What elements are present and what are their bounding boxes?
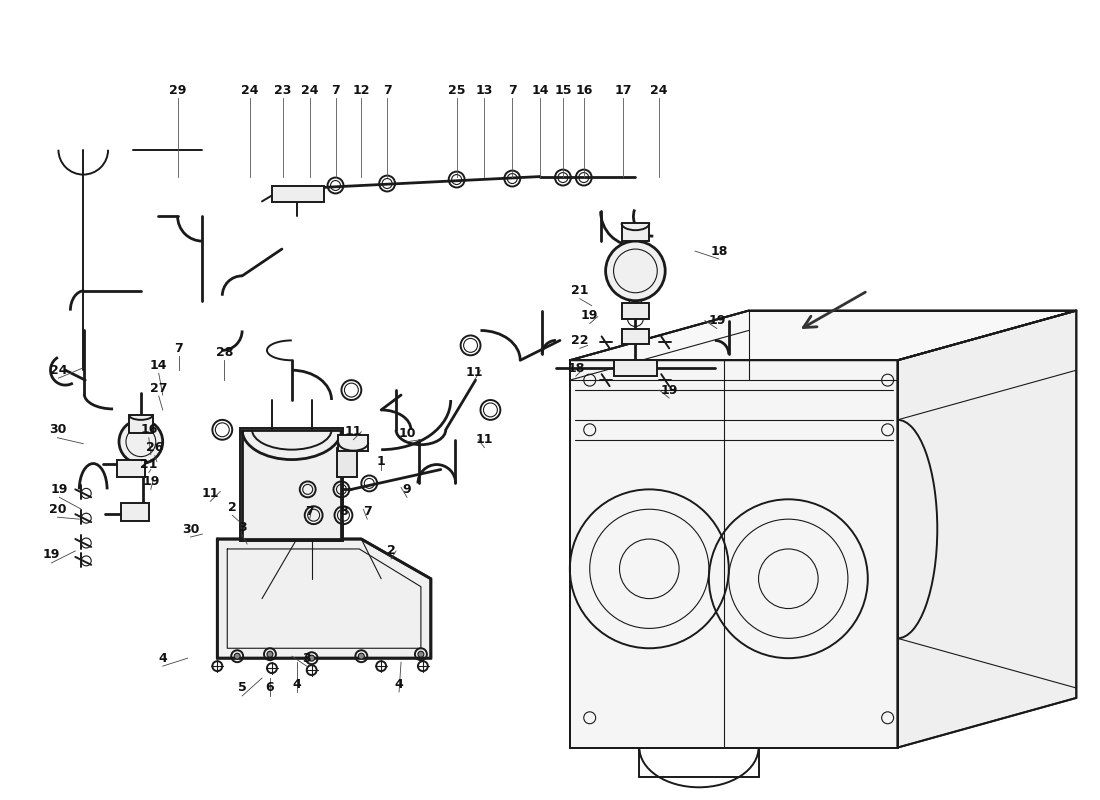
Polygon shape	[570, 360, 898, 747]
Text: 23: 23	[274, 84, 292, 97]
Bar	[338, 448, 358, 478]
Text: 30: 30	[182, 522, 199, 535]
Bar	[339, 434, 369, 450]
Text: 8: 8	[339, 505, 348, 518]
Text: 4: 4	[158, 652, 167, 665]
Circle shape	[309, 655, 315, 661]
Text: 9: 9	[403, 483, 411, 496]
Text: 27: 27	[150, 382, 167, 394]
Text: 14: 14	[531, 84, 549, 97]
Text: 7: 7	[383, 84, 392, 97]
Text: 1: 1	[377, 455, 386, 468]
Text: 11: 11	[465, 366, 483, 378]
Text: 30: 30	[48, 423, 66, 436]
Text: 11: 11	[475, 434, 493, 446]
Polygon shape	[570, 310, 1076, 360]
Text: 3: 3	[238, 521, 246, 534]
Text: 25: 25	[448, 84, 465, 97]
Bar	[621, 302, 649, 318]
Text: 20: 20	[48, 502, 66, 516]
Text: 13: 13	[476, 84, 493, 97]
Text: 21: 21	[571, 284, 588, 298]
Text: 17: 17	[615, 84, 632, 97]
Text: 22: 22	[571, 334, 588, 347]
Bar	[121, 503, 148, 521]
Text: 19: 19	[142, 475, 160, 488]
Text: 10: 10	[398, 427, 416, 440]
Text: 21: 21	[140, 458, 157, 471]
Text: 18: 18	[568, 362, 584, 374]
Text: 12: 12	[353, 84, 370, 97]
Text: 7: 7	[363, 505, 372, 518]
Circle shape	[234, 654, 240, 659]
Text: 4: 4	[293, 678, 301, 690]
Bar	[621, 223, 649, 241]
Text: 11: 11	[344, 426, 362, 438]
Text: 2: 2	[387, 545, 396, 558]
Text: 7: 7	[174, 342, 183, 355]
Text: 16: 16	[575, 84, 593, 97]
Text: 19: 19	[708, 314, 726, 327]
Bar	[621, 329, 649, 344]
Text: 15: 15	[554, 84, 572, 97]
Text: 7: 7	[306, 505, 315, 518]
Text: 5: 5	[238, 682, 246, 694]
Text: 19: 19	[43, 549, 60, 562]
Text: eurospares: eurospares	[614, 322, 982, 379]
Text: 19: 19	[51, 483, 68, 496]
Text: 18: 18	[711, 245, 727, 258]
Text: a passion for
parts since 1985: a passion for parts since 1985	[662, 569, 894, 629]
Text: 29: 29	[169, 84, 186, 97]
Circle shape	[267, 651, 273, 658]
Text: 26: 26	[146, 441, 164, 454]
Text: 7: 7	[331, 84, 340, 97]
Circle shape	[606, 241, 666, 301]
Text: 19: 19	[581, 309, 598, 322]
Text: 4: 4	[395, 678, 404, 690]
Bar	[272, 186, 323, 202]
Text: 24: 24	[650, 84, 668, 97]
Bar	[242, 430, 341, 539]
Text: 11: 11	[201, 487, 219, 500]
Text: 6: 6	[265, 682, 274, 694]
Circle shape	[119, 420, 163, 463]
Bar	[614, 360, 658, 376]
Text: 14: 14	[150, 358, 167, 372]
Polygon shape	[218, 539, 431, 658]
Circle shape	[418, 651, 424, 658]
Text: 3: 3	[302, 652, 311, 665]
Text: 7: 7	[508, 84, 517, 97]
Text: 28: 28	[216, 346, 233, 359]
Text: 24: 24	[241, 84, 258, 97]
Text: 2: 2	[228, 501, 236, 514]
Circle shape	[359, 654, 364, 659]
Text: 24: 24	[301, 84, 318, 97]
Bar	[240, 428, 343, 541]
Text: 19: 19	[660, 383, 678, 397]
Polygon shape	[898, 310, 1076, 747]
Text: 24: 24	[50, 364, 67, 377]
Bar	[129, 415, 153, 433]
Bar	[117, 459, 145, 478]
Text: 16: 16	[140, 423, 157, 436]
